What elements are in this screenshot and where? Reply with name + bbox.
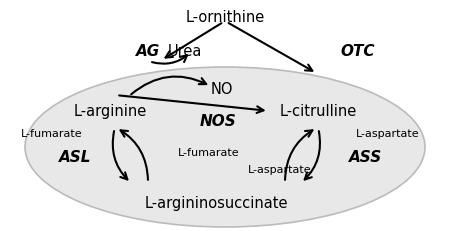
Text: NO: NO	[211, 82, 233, 97]
Text: L-fumarate: L-fumarate	[178, 147, 239, 157]
Text: ASS: ASS	[349, 150, 382, 165]
Ellipse shape	[25, 68, 425, 227]
Text: L-fumarate: L-fumarate	[21, 128, 83, 138]
Text: L-citrulline: L-citrulline	[279, 104, 356, 119]
Text: L-aspartate: L-aspartate	[248, 164, 311, 174]
Text: ASL: ASL	[59, 150, 91, 165]
Text: L-aspartate: L-aspartate	[356, 128, 420, 138]
Text: L-ornithine: L-ornithine	[185, 10, 265, 25]
Text: AG: AG	[136, 44, 160, 59]
Text: NOS: NOS	[200, 114, 236, 129]
Text: Urea: Urea	[168, 44, 202, 59]
Text: L-arginine: L-arginine	[73, 104, 147, 119]
Text: OTC: OTC	[341, 44, 375, 59]
Text: L-argininosuccinate: L-argininosuccinate	[144, 196, 288, 211]
